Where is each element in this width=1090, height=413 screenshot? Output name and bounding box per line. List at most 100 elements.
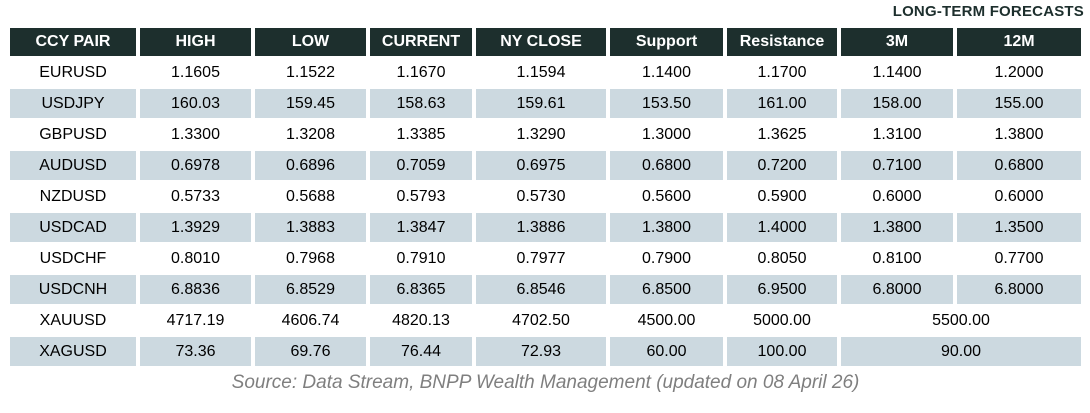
value-cell: 1.3000	[610, 120, 723, 149]
value-cell: 6.8365	[370, 275, 472, 304]
ccy-pair-cell: USDJPY	[10, 89, 136, 118]
column-header-3m: 3M	[841, 28, 953, 56]
value-cell: 0.5900	[727, 182, 837, 211]
value-cell: 1.3385	[370, 120, 472, 149]
ccy-pair-cell: USDCAD	[10, 213, 136, 242]
table-row: XAGUSD 73.36 69.76 76.44 72.93 60.00 100.00 90.…	[10, 337, 1081, 366]
value-cell: 72.93	[476, 337, 606, 366]
table-row: NZDUSD 0.5733 0.5688 0.5793 0.5730 0.5600 0.59…	[10, 182, 1081, 211]
value-cell: 0.5793	[370, 182, 472, 211]
value-cell: 1.2000	[957, 58, 1081, 87]
value-cell: 4606.74	[255, 306, 366, 335]
value-cell: 6.8836	[140, 275, 251, 304]
value-cell: 1.1400	[610, 58, 723, 87]
value-cell: 0.8100	[841, 244, 953, 273]
merged-long-term-cell: 5500.00	[841, 306, 1081, 335]
value-cell: 76.44	[370, 337, 472, 366]
fx-forecast-table: CCY PAIR HIGH LOW CURRENT NY CLOSE Suppo…	[6, 26, 1085, 368]
value-cell: 6.8500	[610, 275, 723, 304]
value-cell: 0.6896	[255, 151, 366, 180]
value-cell: 6.9500	[727, 275, 837, 304]
value-cell: 4500.00	[610, 306, 723, 335]
value-cell: 0.6800	[957, 151, 1081, 180]
table-body: EURUSD 1.1605 1.1522 1.1670 1.1594 1.1400 1.17…	[10, 58, 1081, 366]
table-row: USDCHF 0.8010 0.7968 0.7910 0.7977 0.7900 0.80…	[10, 244, 1081, 273]
value-cell: 4820.13	[370, 306, 472, 335]
value-cell: 100.00	[727, 337, 837, 366]
table-row: EURUSD 1.1605 1.1522 1.1670 1.1594 1.1400 1.17…	[10, 58, 1081, 87]
column-header-high: HIGH	[140, 28, 251, 56]
value-cell: 1.1670	[370, 58, 472, 87]
column-header-low: LOW	[255, 28, 366, 56]
value-cell: 0.8010	[140, 244, 251, 273]
table-row: USDCAD 1.3929 1.3883 1.3847 1.3886 1.3800 1.40…	[10, 213, 1081, 242]
value-cell: 0.7200	[727, 151, 837, 180]
value-cell: 6.8000	[841, 275, 953, 304]
value-cell: 161.00	[727, 89, 837, 118]
value-cell: 73.36	[140, 337, 251, 366]
value-cell: 1.1605	[140, 58, 251, 87]
value-cell: 1.3100	[841, 120, 953, 149]
value-cell: 0.6975	[476, 151, 606, 180]
value-cell: 160.03	[140, 89, 251, 118]
column-header-12m: 12M	[957, 28, 1081, 56]
value-cell: 0.6000	[841, 182, 953, 211]
value-cell: 0.7977	[476, 244, 606, 273]
table-row: GBPUSD 1.3300 1.3208 1.3385 1.3290 1.3000 1.36…	[10, 120, 1081, 149]
value-cell: 0.6800	[610, 151, 723, 180]
value-cell: 0.8050	[727, 244, 837, 273]
long-term-forecasts-title: LONG-TERM FORECASTS	[892, 3, 1084, 20]
value-cell: 4702.50	[476, 306, 606, 335]
value-cell: 1.3208	[255, 120, 366, 149]
value-cell: 159.45	[255, 89, 366, 118]
value-cell: 69.76	[255, 337, 366, 366]
value-cell: 0.5600	[610, 182, 723, 211]
value-cell: 159.61	[476, 89, 606, 118]
value-cell: 1.1700	[727, 58, 837, 87]
value-cell: 0.5688	[255, 182, 366, 211]
value-cell: 0.7059	[370, 151, 472, 180]
value-cell: 5000.00	[727, 306, 837, 335]
value-cell: 0.7900	[610, 244, 723, 273]
value-cell: 1.3800	[841, 213, 953, 242]
value-cell: 153.50	[610, 89, 723, 118]
value-cell: 1.3800	[957, 120, 1081, 149]
ccy-pair-cell: USDCHF	[10, 244, 136, 273]
value-cell: 0.7700	[957, 244, 1081, 273]
ccy-pair-cell: AUDUSD	[10, 151, 136, 180]
table-row: XAUUSD 4717.19 4606.74 4820.13 4702.50 4500.0…	[10, 306, 1081, 335]
ccy-pair-cell: GBPUSD	[10, 120, 136, 149]
value-cell: 158.00	[841, 89, 953, 118]
merged-long-term-cell: 90.00	[841, 337, 1081, 366]
column-header-current: CURRENT	[370, 28, 472, 56]
value-cell: 0.6978	[140, 151, 251, 180]
table-header: CCY PAIR HIGH LOW CURRENT NY CLOSE Suppo…	[10, 28, 1081, 56]
value-cell: 1.3847	[370, 213, 472, 242]
value-cell: 0.7968	[255, 244, 366, 273]
value-cell: 1.1400	[841, 58, 953, 87]
value-cell: 1.3290	[476, 120, 606, 149]
value-cell: 0.7100	[841, 151, 953, 180]
value-cell: 1.3500	[957, 213, 1081, 242]
value-cell: 0.7910	[370, 244, 472, 273]
value-cell: 158.63	[370, 89, 472, 118]
value-cell: 0.6000	[957, 182, 1081, 211]
ccy-pair-cell: NZDUSD	[10, 182, 136, 211]
value-cell: 1.3300	[140, 120, 251, 149]
value-cell: 6.8000	[957, 275, 1081, 304]
ccy-pair-cell: XAGUSD	[10, 337, 136, 366]
column-header-ny-close: NY CLOSE	[476, 28, 606, 56]
table-row: AUDUSD 0.6978 0.6896 0.7059 0.6975 0.6800 0.72…	[10, 151, 1081, 180]
value-cell: 0.5733	[140, 182, 251, 211]
value-cell: 1.3800	[610, 213, 723, 242]
value-cell: 1.3886	[476, 213, 606, 242]
value-cell: 1.1594	[476, 58, 606, 87]
ccy-pair-cell: USDCNH	[10, 275, 136, 304]
value-cell: 1.1522	[255, 58, 366, 87]
column-header-support: Support	[610, 28, 723, 56]
source-note: Source: Data Stream, BNPP Wealth Managem…	[231, 372, 860, 393]
header-row: CCY PAIR HIGH LOW CURRENT NY CLOSE Suppo…	[10, 28, 1081, 56]
value-cell: 155.00	[957, 89, 1081, 118]
table-row: USDCNH 6.8836 6.8529 6.8365 6.8546 6.8500 6.95…	[10, 275, 1081, 304]
